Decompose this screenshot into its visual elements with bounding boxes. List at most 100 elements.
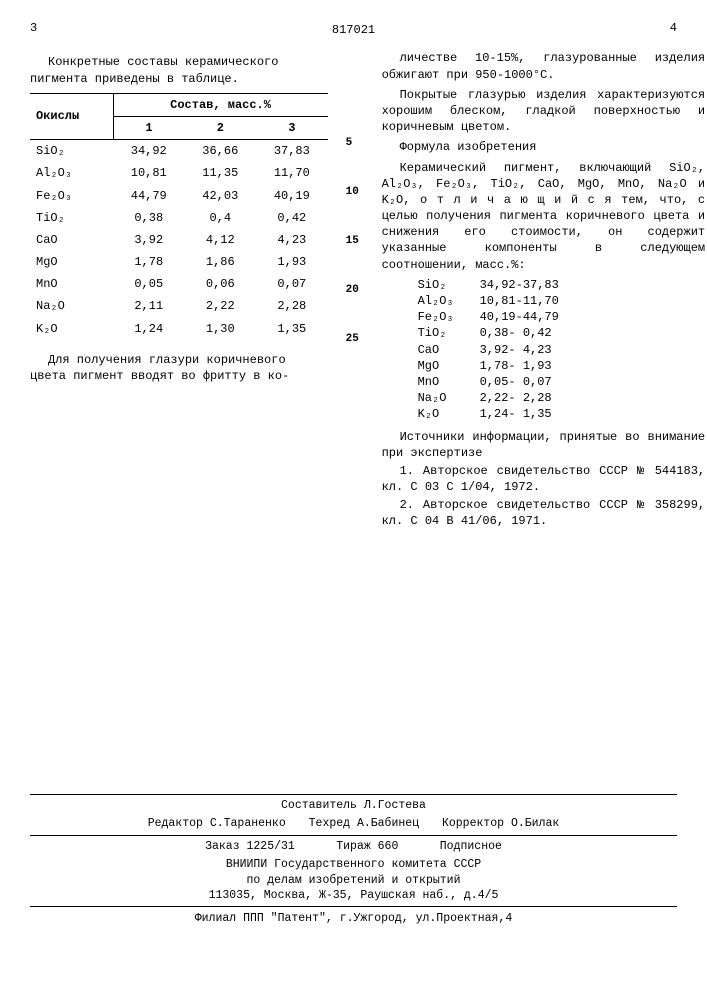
references-block: Источники информации, принятые во вниман… <box>382 429 706 530</box>
table-row: K₂O1,241,301,35 <box>30 318 328 340</box>
table-row: MgO1,781,861,93 <box>30 251 328 273</box>
ref-1: 1. Авторское свидетельство СССР № 544183… <box>382 463 706 495</box>
oxide-value: 44,79 <box>113 185 185 207</box>
component-label: TiO₂ <box>418 325 480 341</box>
oxide-value: 4,12 <box>185 229 257 251</box>
oxide-value: 1,78 <box>113 251 185 273</box>
oxide-value: 42,03 <box>185 185 257 207</box>
page-num-left: 3 <box>30 20 37 36</box>
table-header-oxide: Окислы <box>30 93 113 139</box>
table-header-group: Состав, масс.% <box>113 93 328 116</box>
oxide-name: TiO₂ <box>30 207 113 229</box>
component-range: 2,22- 2,28 <box>480 390 552 406</box>
component-row: TiO₂0,38- 0,42 <box>418 325 706 341</box>
component-label: MnO <box>418 374 480 390</box>
footer-rule-2 <box>30 835 677 836</box>
oxide-value: 1,86 <box>185 251 257 273</box>
right-p1: личестве 10-15%, глазурованные изделия о… <box>382 50 706 82</box>
table-row: Al₂O₃10,8111,3511,70 <box>30 162 328 184</box>
component-range: 10,81-11,70 <box>480 293 559 309</box>
oxide-value: 0,05 <box>113 273 185 295</box>
oxide-value: 1,93 <box>256 251 328 273</box>
editor: Редактор С.Тараненко <box>148 817 286 830</box>
component-row: CaO3,92- 4,23 <box>418 342 706 358</box>
intro-paragraph: Конкретные составы керамического пигмент… <box>30 54 328 86</box>
right-p2: Покрытые глазурью изделия характеризуютс… <box>382 87 706 136</box>
oxide-value: 0,38 <box>113 207 185 229</box>
footer-rule-3 <box>30 906 677 907</box>
col-2: 2 <box>185 116 257 139</box>
component-list: SiO₂34,92-37,83Al₂O₃10,81-11,70Fe₂O₃40,1… <box>418 277 706 423</box>
oxide-value: 37,83 <box>256 140 328 163</box>
col-3: 3 <box>256 116 328 139</box>
oxide-value: 0,07 <box>256 273 328 295</box>
doc-number: 817021 <box>30 22 677 38</box>
oxide-name: Fe₂O₃ <box>30 185 113 207</box>
component-label: SiO₂ <box>418 277 480 293</box>
oxide-value: 0,42 <box>256 207 328 229</box>
component-row: Al₂O₃10,81-11,70 <box>418 293 706 309</box>
two-column-body: Конкретные составы керамического пигмент… <box>30 46 677 531</box>
oxide-name: SiO₂ <box>30 140 113 163</box>
oxide-value: 36,66 <box>185 140 257 163</box>
page-header: 3 4 817021 <box>30 20 677 38</box>
oxide-name: Al₂O₃ <box>30 162 113 184</box>
component-label: Al₂O₃ <box>418 293 480 309</box>
col-1: 1 <box>113 116 185 139</box>
component-range: 40,19-44,79 <box>480 309 559 325</box>
oxide-value: 2,28 <box>256 295 328 317</box>
oxide-value: 34,92 <box>113 140 185 163</box>
oxide-value: 2,22 <box>185 295 257 317</box>
table-row: MnO0,050,060,07 <box>30 273 328 295</box>
line-marker: 10 <box>346 185 364 200</box>
subscription: Подписное <box>440 840 502 853</box>
ref-2: 2. Авторское свидетельство СССР № 358299… <box>382 497 706 529</box>
org-line-2: по делам изобретений и открытий <box>30 873 677 889</box>
line-number-markers: 510152025 <box>346 136 364 346</box>
order-number: Заказ 1225/31 <box>205 840 295 853</box>
oxide-value: 11,35 <box>185 162 257 184</box>
component-label: Fe₂O₃ <box>418 309 480 325</box>
order-row: Заказ 1225/31 Тираж 660 Подписное <box>30 839 677 855</box>
table-row: Fe₂O₃44,7942,0340,19 <box>30 185 328 207</box>
oxide-value: 0,4 <box>185 207 257 229</box>
component-row: SiO₂34,92-37,83 <box>418 277 706 293</box>
table-row: CaO3,924,124,23 <box>30 229 328 251</box>
oxide-value: 11,70 <box>256 162 328 184</box>
oxide-name: CaO <box>30 229 113 251</box>
tech-editor: Техред А.Бабинец <box>309 817 419 830</box>
print-run: Тираж 660 <box>336 840 398 853</box>
oxide-name: K₂O <box>30 318 113 340</box>
table-row: Na₂O2,112,222,28 <box>30 295 328 317</box>
oxide-composition-table: Окислы Состав, масс.% 1 2 3 SiO₂34,9236,… <box>30 93 328 340</box>
oxide-value: 2,11 <box>113 295 185 317</box>
oxide-value: 10,81 <box>113 162 185 184</box>
line-marker: 25 <box>346 332 364 347</box>
editor-row: Редактор С.Тараненко Техред А.Бабинец Ко… <box>30 816 677 832</box>
footer-block: Составитель Л.Гостева Редактор С.Таранен… <box>30 798 677 927</box>
oxide-name: MgO <box>30 251 113 273</box>
oxide-value: 1,35 <box>256 318 328 340</box>
component-row: MgO1,78- 1,93 <box>418 358 706 374</box>
corrector: Корректор О.Билак <box>442 817 559 830</box>
table-row: TiO₂0,380,40,42 <box>30 207 328 229</box>
component-range: 0,05- 0,07 <box>480 374 552 390</box>
table-row: SiO₂34,9236,6637,83 <box>30 140 328 163</box>
component-row: Fe₂O₃40,19-44,79 <box>418 309 706 325</box>
org-address: 113035, Москва, Ж-35, Раушская наб., д.4… <box>30 888 677 904</box>
page-num-right: 4 <box>670 20 677 36</box>
oxide-value: 4,23 <box>256 229 328 251</box>
component-row: K₂O1,24- 1,35 <box>418 406 706 422</box>
left-column: Конкретные составы керамического пигмент… <box>30 46 328 396</box>
line-marker: 5 <box>346 136 364 151</box>
oxide-value: 40,19 <box>256 185 328 207</box>
component-range: 0,38- 0,42 <box>480 325 552 341</box>
component-range: 3,92- 4,23 <box>480 342 552 358</box>
line-marker: 20 <box>346 283 364 298</box>
oxide-value: 0,06 <box>185 273 257 295</box>
right-column: личестве 10-15%, глазурованные изделия о… <box>382 46 706 531</box>
oxide-value: 3,92 <box>113 229 185 251</box>
vertical-spacer <box>30 532 677 792</box>
below-table-paragraph: Для получения глазури коричневого цвета … <box>30 352 328 384</box>
branch-line: Филиал ППП "Патент", г.Ужгород, ул.Проек… <box>30 911 677 927</box>
